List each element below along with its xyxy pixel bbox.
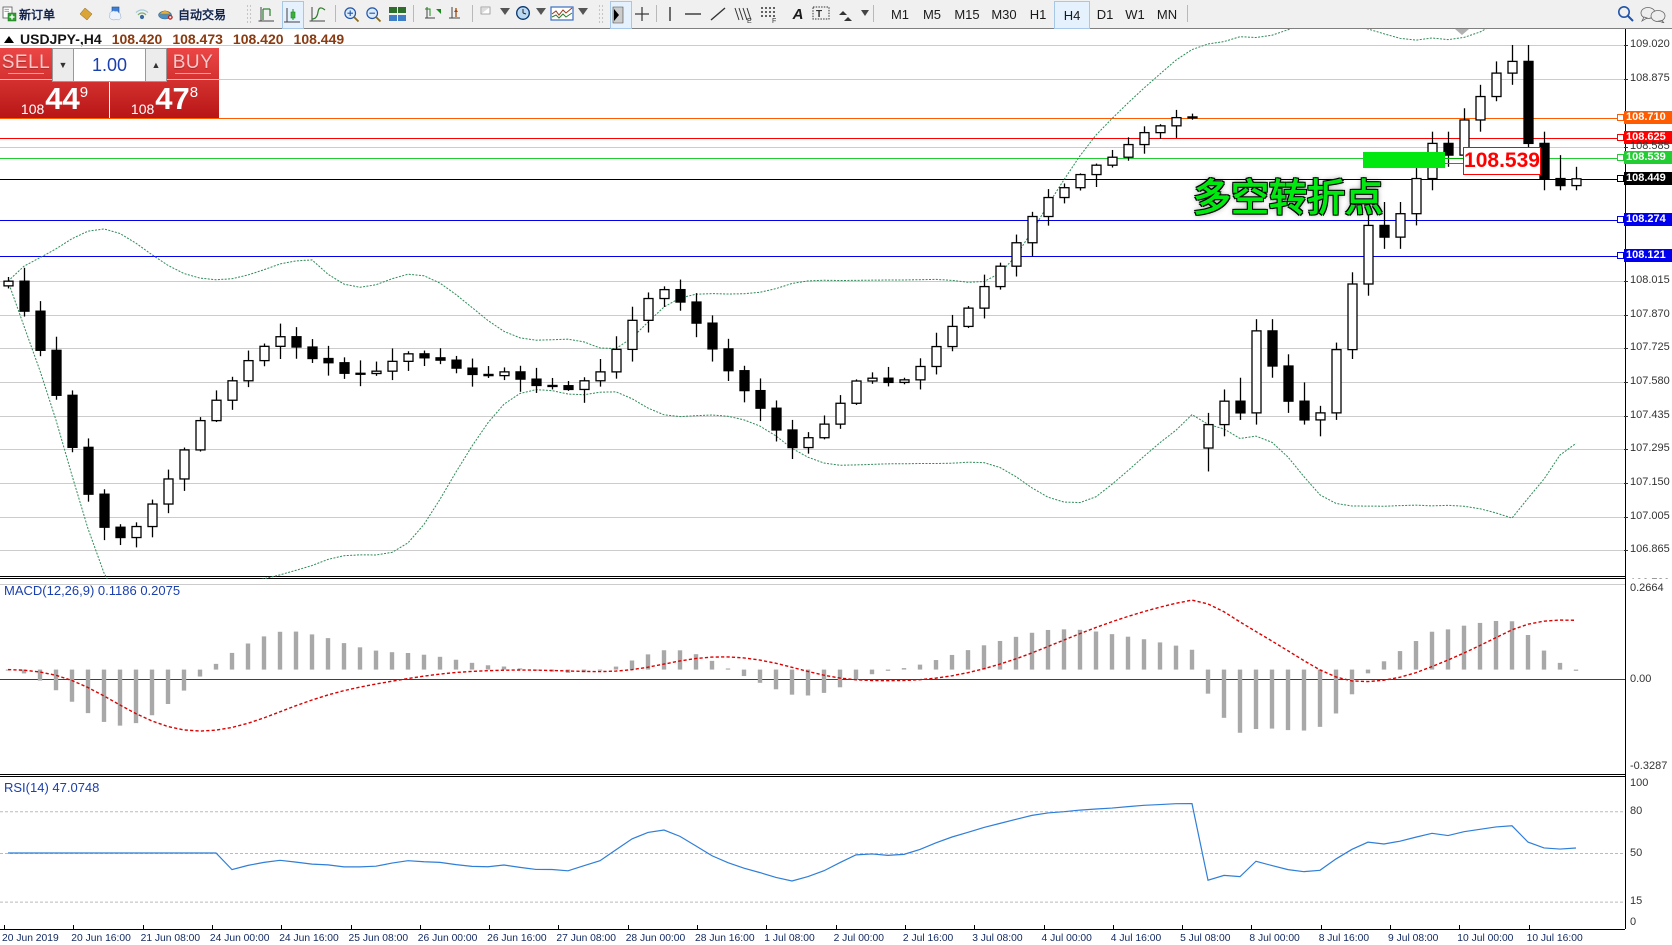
svg-text:E: E <box>747 18 752 23</box>
svg-text:F: F <box>772 18 776 23</box>
svg-text:T: T <box>816 9 822 20</box>
